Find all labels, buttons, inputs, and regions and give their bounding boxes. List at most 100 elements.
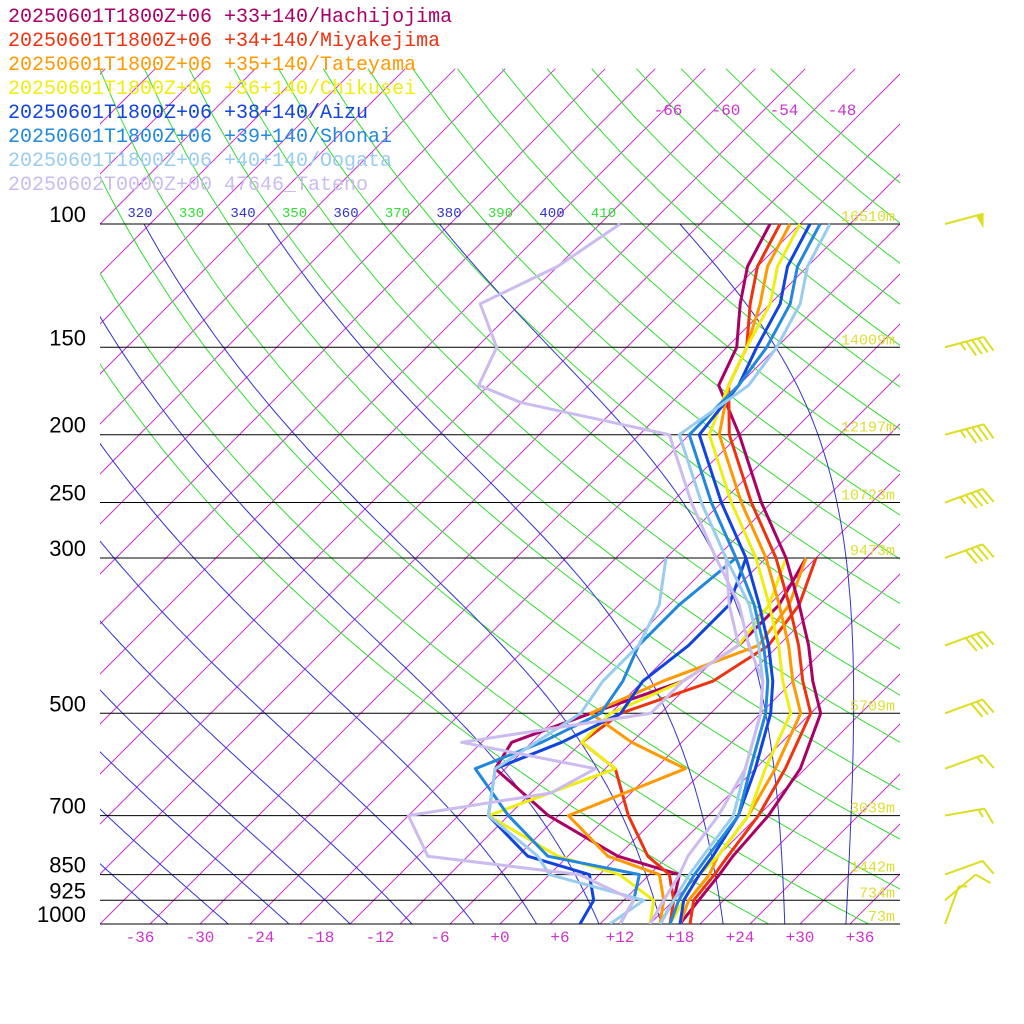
isotherm-line bbox=[1000, 69, 1024, 924]
temp-tick-label: -24 bbox=[246, 929, 275, 947]
moist-adiabat bbox=[100, 689, 351, 924]
height-label: 5709m bbox=[850, 698, 895, 715]
moist-adiabat bbox=[679, 223, 855, 924]
height-label: 14009m bbox=[841, 332, 895, 349]
temp-tick-label: -18 bbox=[306, 929, 335, 947]
temp-tick-label: -30 bbox=[186, 929, 215, 947]
temperature-line bbox=[668, 223, 822, 924]
isotherm-line bbox=[100, 68, 456, 425]
isotherm-line bbox=[100, 68, 356, 325]
dry-adiabat bbox=[412, 68, 900, 516]
moist-adiabat bbox=[100, 442, 538, 924]
wind-barb bbox=[944, 630, 995, 652]
dry-adiabat bbox=[367, 68, 900, 560]
legend-entry: 20250601T1800Z+06 +35+140/Tateyama bbox=[8, 54, 417, 77]
pressure-label: 1000 bbox=[37, 902, 86, 927]
legend-entry: 20250601T1800Z+06 +33+140/Hachijojima bbox=[8, 6, 453, 29]
theta-label: 390 bbox=[488, 206, 513, 222]
temperature-line bbox=[678, 223, 812, 924]
legend-entry: 20250601T1800Z+06 +40+140/Oogata bbox=[8, 150, 393, 173]
wind-barb bbox=[944, 212, 984, 229]
isotherm-line bbox=[0, 69, 5, 924]
pressure-label: 250 bbox=[49, 481, 86, 506]
temperature-line bbox=[688, 223, 813, 924]
wind-barb bbox=[944, 859, 995, 876]
wind-barb bbox=[944, 754, 995, 770]
wind-barbs bbox=[944, 212, 995, 925]
pressure-label: 200 bbox=[49, 413, 86, 438]
moist-adiabat bbox=[100, 540, 475, 924]
temp-tick-label: +24 bbox=[726, 929, 755, 947]
upper-temp-label: -66 bbox=[654, 102, 683, 120]
upper-temp-label: -48 bbox=[828, 102, 857, 120]
dewpoint-line bbox=[486, 557, 668, 924]
temp-tick-label: -12 bbox=[366, 929, 395, 947]
isotherm-line bbox=[100, 68, 756, 725]
theta-label: 380 bbox=[436, 206, 461, 222]
height-label: 734m bbox=[859, 885, 895, 902]
temp-tick-label: +18 bbox=[666, 929, 695, 947]
temperature-line bbox=[658, 223, 832, 924]
isotherm-line bbox=[100, 68, 806, 775]
pressure-label: 150 bbox=[49, 325, 86, 350]
theta-label: 400 bbox=[539, 206, 564, 222]
dewpoint-line bbox=[406, 557, 741, 924]
temperature-line bbox=[668, 223, 802, 924]
isotherm-line bbox=[100, 68, 556, 525]
theta-label: 330 bbox=[179, 206, 204, 222]
theta-label: 360 bbox=[333, 206, 358, 222]
dewpoint-line bbox=[566, 557, 808, 924]
temp-tick-label: -36 bbox=[126, 929, 155, 947]
dewpoint-line bbox=[473, 556, 737, 924]
temperature-line bbox=[678, 223, 823, 924]
temp-tick-label: +0 bbox=[490, 929, 509, 947]
dry-adiabat bbox=[100, 272, 870, 924]
temp-tick-label: +36 bbox=[846, 929, 875, 947]
dry-adiabat bbox=[322, 68, 900, 605]
height-label: 16510m bbox=[841, 209, 895, 226]
wind-barb bbox=[944, 487, 995, 509]
moist-adiabat bbox=[143, 223, 662, 924]
isotherm-lines bbox=[0, 68, 1024, 924]
height-label: 10723m bbox=[841, 488, 895, 505]
theta-label: 370 bbox=[385, 206, 410, 222]
pressure-label: 700 bbox=[49, 794, 86, 819]
pressure-label: 300 bbox=[49, 536, 86, 561]
dry-adiabat bbox=[100, 175, 900, 890]
dry-adiabat bbox=[636, 68, 900, 305]
moist-adiabat bbox=[100, 620, 413, 924]
theta-label: 350 bbox=[282, 206, 307, 222]
isotherm-line bbox=[799, 823, 900, 924]
moist-adiabat bbox=[100, 808, 230, 924]
upper-temp-label: -54 bbox=[770, 102, 799, 120]
wind-barb bbox=[944, 873, 992, 902]
moist-adiabat bbox=[267, 223, 724, 924]
isotherm-line bbox=[249, 273, 900, 924]
height-label: 73m bbox=[868, 909, 895, 926]
legend-entry: 20250602T0000Z+00 47646_Tateno bbox=[8, 174, 369, 197]
legend: 20250601T1800Z+06 +33+140/Hachijojima 202… bbox=[8, 6, 452, 198]
theta-label: 340 bbox=[230, 206, 255, 222]
isotherm-line bbox=[100, 68, 256, 225]
temp-tick-label: +6 bbox=[550, 929, 569, 947]
temp-tick-label: -6 bbox=[430, 929, 449, 947]
isotherm-line bbox=[100, 123, 900, 924]
isotherm-line bbox=[100, 68, 506, 475]
legend-entry: 20250601T1800Z+06 +38+140/Aizu bbox=[8, 102, 369, 125]
temperature-line bbox=[477, 222, 765, 924]
legend-entry: 20250601T1800Z+06 +34+140/Miyakejima bbox=[8, 30, 441, 53]
dewpoint-line bbox=[486, 557, 788, 924]
height-label: 1442m bbox=[850, 860, 895, 877]
isotherm-line bbox=[100, 68, 656, 625]
isotherm-line bbox=[449, 473, 900, 924]
legend-entry: 20250601T1800Z+06 +39+140/Shonai bbox=[8, 126, 393, 149]
temp-tick-label: +12 bbox=[606, 929, 635, 947]
dry-adiabat bbox=[100, 363, 770, 924]
isotherm-line bbox=[100, 68, 406, 375]
height-label: 9473m bbox=[850, 543, 895, 560]
dry-adiabat bbox=[100, 68, 900, 840]
isotherm-line bbox=[499, 523, 900, 924]
isotherm-line bbox=[149, 173, 900, 924]
isotherm-line bbox=[100, 68, 706, 675]
